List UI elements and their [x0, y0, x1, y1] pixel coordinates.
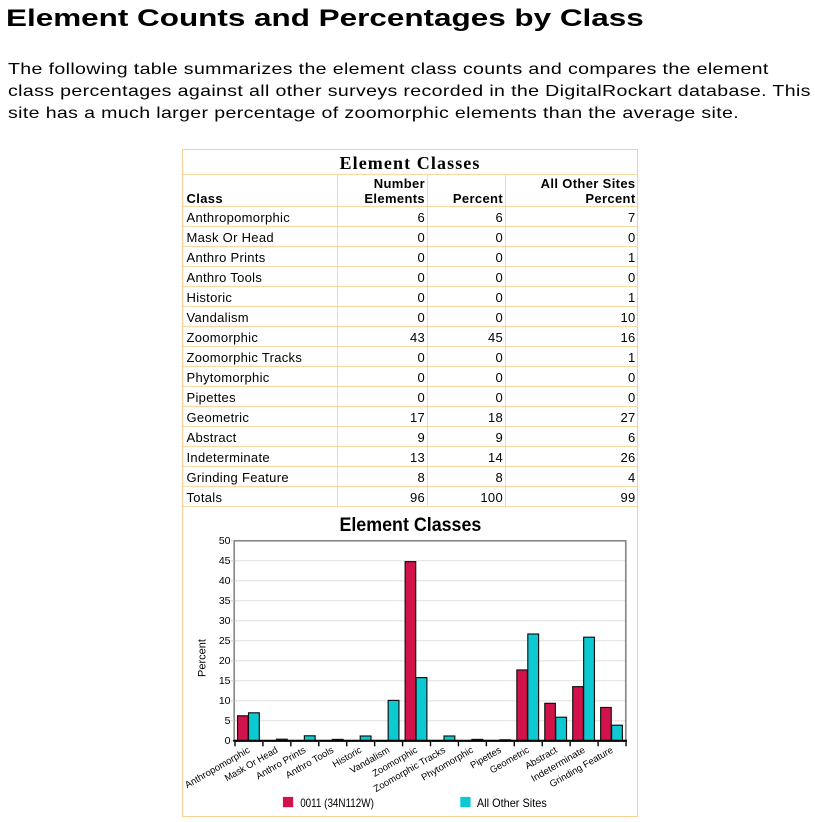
svg-text:10: 10	[219, 695, 231, 707]
svg-text:0011 (34N112W): 0011 (34N112W)	[300, 796, 374, 810]
svg-text:5: 5	[225, 715, 231, 727]
svg-text:15: 15	[219, 675, 231, 687]
svg-text:Percent: Percent	[196, 639, 208, 677]
svg-text:25: 25	[219, 635, 231, 647]
svg-text:45: 45	[219, 555, 231, 567]
svg-text:35: 35	[219, 595, 231, 607]
svg-text:30: 30	[219, 615, 231, 627]
svg-text:40: 40	[219, 575, 231, 587]
svg-text:Element Classes: Element Classes	[339, 515, 481, 536]
svg-text:0: 0	[225, 735, 231, 747]
svg-text:50: 50	[219, 535, 231, 547]
svg-text:All Other Sites: All Other Sites	[477, 796, 547, 810]
svg-text:20: 20	[219, 655, 231, 667]
